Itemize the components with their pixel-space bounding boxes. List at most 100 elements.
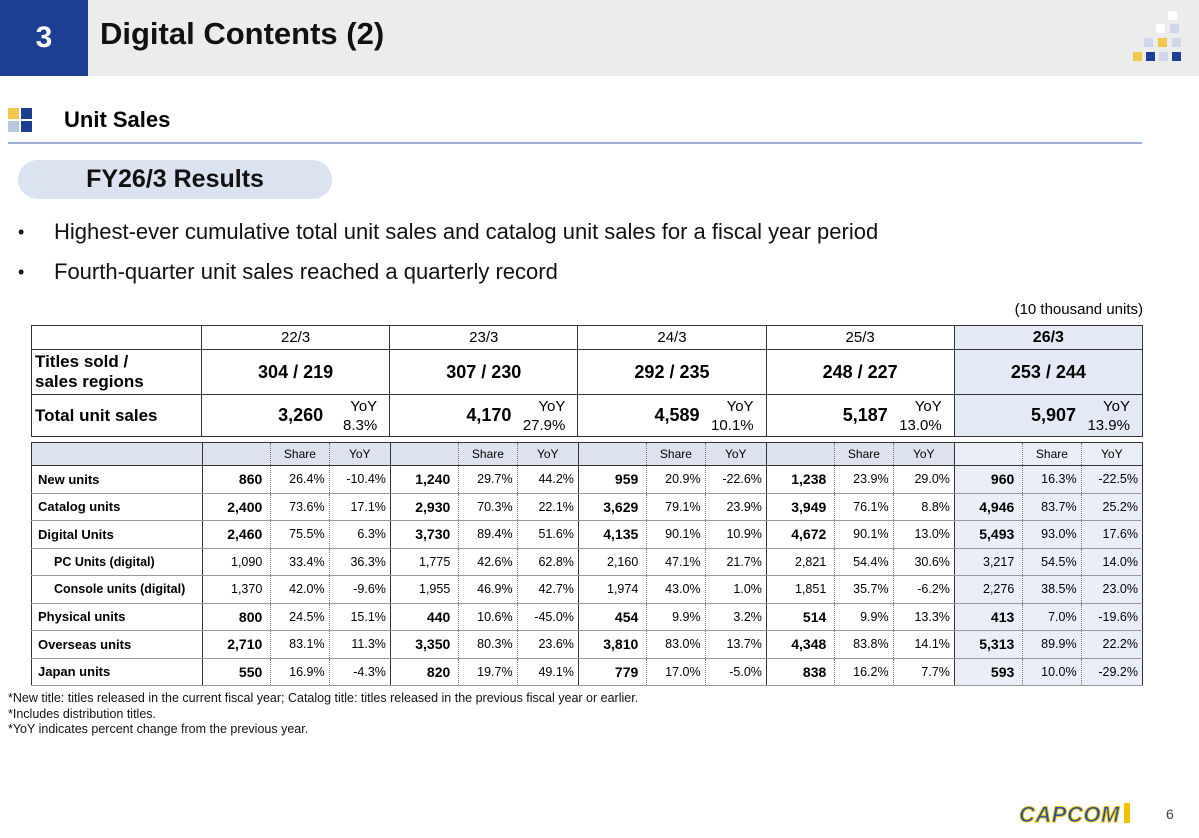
units-value: 1,974: [577, 575, 647, 604]
page-number: 6: [1166, 806, 1174, 822]
units-value: 779: [577, 658, 647, 686]
units-value: 1,851: [765, 575, 835, 604]
blank-header: [201, 442, 271, 466]
blank-header: [577, 442, 647, 466]
units-value: 3,217: [953, 548, 1023, 576]
summary-table: 22/3 23/3 24/3 25/3 26/3 Titles sold / s…: [31, 325, 1144, 437]
yoy-value: 21.7%: [704, 548, 767, 576]
unit-note: (10 thousand units): [1014, 301, 1143, 318]
row-label: Console units (digital): [31, 575, 203, 604]
units-value: 960: [953, 465, 1023, 494]
units-value: 3,350: [389, 630, 459, 659]
units-value: 5,313: [953, 630, 1023, 659]
units-value: 1,955: [389, 575, 459, 604]
units-value: 4,348: [765, 630, 835, 659]
yoy-value: 62.8%: [516, 548, 579, 576]
yoy-value: 51.6%: [516, 520, 579, 549]
yoy-value: 44.2%: [516, 465, 579, 494]
section-divider: [8, 142, 1142, 144]
yoy-value: 42.7%: [516, 575, 579, 604]
titles-label-line: sales regions: [35, 372, 144, 391]
year-header-row: 22/3 23/3 24/3 25/3 26/3: [31, 325, 1144, 350]
share-value: 17.0%: [646, 658, 706, 686]
yoy-value: -10.4%: [328, 465, 391, 494]
share-value: 38.5%: [1022, 575, 1082, 604]
share-value: 90.1%: [834, 520, 894, 549]
page-title: Digital Contents (2): [100, 16, 385, 51]
table-row: Catalog units 2,400 73.6% 17.1% 2,930 70.3% 22…: [31, 493, 1143, 521]
titles-cell: 304 / 219: [200, 349, 391, 395]
yoy-value: 27.9%: [522, 417, 566, 434]
year-header: 26/3: [953, 325, 1144, 350]
yoy-label: YoY: [538, 398, 566, 415]
yoy-value: 8.8%: [892, 493, 955, 521]
share-value: 83.8%: [834, 630, 894, 659]
yoy-header: YoY: [516, 442, 579, 466]
share-value: 43.0%: [646, 575, 706, 604]
total-row: Total unit sales 3,260 YoY 8.3% 4,170 YoY…: [31, 394, 1144, 437]
share-value: 83.1%: [270, 630, 330, 659]
units-value: 3,949: [765, 493, 835, 521]
bullet-list: • Highest-ever cumulative total unit sale…: [18, 212, 878, 292]
share-value: 23.9%: [834, 465, 894, 494]
footnote: *Includes distribution titles.: [8, 706, 156, 721]
footnotes: *New title: titles released in the curre…: [8, 691, 638, 738]
yoy-label: YoY: [1103, 398, 1130, 415]
share-header: Share: [646, 442, 706, 466]
yoy-label: YoY: [914, 398, 942, 415]
units-value: 959: [577, 465, 647, 494]
units-value: 1,370: [201, 575, 271, 604]
yoy-value: 10.9%: [704, 520, 767, 549]
yoy-value: 49.1%: [516, 658, 579, 686]
share-value: 35.7%: [834, 575, 894, 604]
table-row: Console units (digital) 1,370 42.0% -9.6% 1,…: [31, 575, 1143, 604]
share-value: 29.7%: [458, 465, 518, 494]
capcom-logo: CAPCOM: [1019, 802, 1120, 828]
yoy-value: -22.6%: [704, 465, 767, 494]
yoy-value: 15.1%: [328, 603, 391, 631]
yoy-value: 13.0%: [892, 520, 955, 549]
share-value: 9.9%: [646, 603, 706, 631]
total-value: 5,187: [842, 405, 888, 425]
table-row: Japan units 550 16.9% -4.3% 820 19.7% 49.1% 779…: [31, 658, 1143, 686]
units-value: 3,629: [577, 493, 647, 521]
yoy-value: 11.3%: [328, 630, 391, 659]
section-number: 3: [0, 0, 88, 76]
units-value: 413: [953, 603, 1023, 631]
share-value: 83.7%: [1022, 493, 1082, 521]
share-value: 16.9%: [270, 658, 330, 686]
share-value: 76.1%: [834, 493, 894, 521]
table-row: Digital Units 2,460 75.5% 6.3% 3,730 89.4% 51.…: [31, 520, 1143, 549]
total-cell: 4,589 YoY 10.1%: [577, 394, 767, 437]
share-value: 89.9%: [1022, 630, 1082, 659]
bullet-item: • Highest-ever cumulative total unit sale…: [18, 212, 878, 252]
decorative-squares-icon: [1133, 11, 1181, 61]
yoy-value: 14.0%: [1080, 548, 1143, 576]
total-value: 3,260: [278, 405, 324, 425]
footnote: *New title: titles released in the curre…: [8, 691, 639, 705]
section-title: Unit Sales: [64, 107, 171, 132]
yoy-value: 22.2%: [1080, 630, 1143, 659]
yoy-value: 13.0%: [899, 417, 942, 434]
yoy-value: 13.7%: [704, 630, 767, 659]
header-bar: 3 Digital Contents (2): [0, 0, 1199, 76]
detail-table: Share YoY Share YoY Share YoY Share YoY Share YoY…: [31, 442, 1143, 686]
units-value: 4,672: [765, 520, 835, 549]
year-header: 25/3: [765, 325, 955, 350]
row-label: Catalog units: [31, 493, 203, 521]
corner-cell: [31, 442, 203, 466]
units-value: 2,400: [201, 493, 271, 521]
row-label: New units: [31, 465, 203, 494]
yoy-value: 30.6%: [892, 548, 955, 576]
share-value: 9.9%: [834, 603, 894, 631]
yoy-header: YoY: [1080, 442, 1143, 466]
blank-header: [953, 442, 1023, 466]
titles-cell: 248 / 227: [765, 349, 955, 395]
units-value: 3,810: [577, 630, 647, 659]
yoy-value: 6.3%: [328, 520, 391, 549]
yoy-value: -9.6%: [328, 575, 391, 604]
share-value: 7.0%: [1022, 603, 1082, 631]
section-squares-icon: [8, 108, 32, 132]
share-value: 47.1%: [646, 548, 706, 576]
units-value: 3,730: [389, 520, 459, 549]
